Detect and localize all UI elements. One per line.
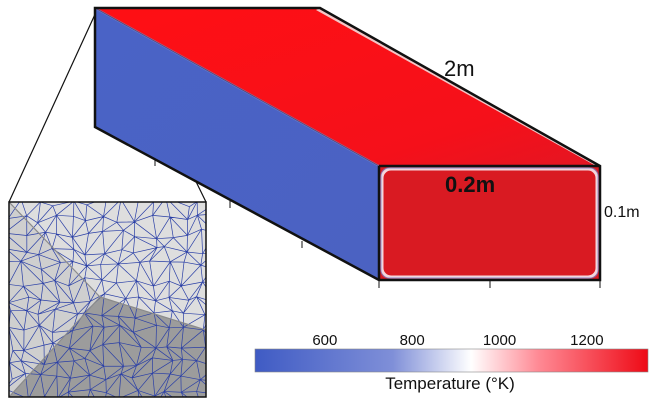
colorbar-tick-label: 800 (399, 332, 425, 349)
mesh-edges (9, 202, 206, 397)
colorbar-tick-label: 600 (312, 332, 338, 349)
colorbar-tick-label: 1200 (570, 332, 604, 349)
colorbar-title: Temperature (°K) (385, 374, 515, 393)
end-face (379, 166, 600, 280)
heated-block (93, 6, 602, 288)
top-face (95, 8, 600, 166)
colorbar-tick-label: 1000 (482, 332, 517, 349)
side-face (95, 8, 379, 280)
length-label: 2m (444, 56, 475, 81)
colorbar (254, 348, 649, 373)
mesh-inset (8, 201, 207, 398)
colorbar-gradient (255, 349, 648, 372)
width-label: 0.2m (445, 172, 496, 197)
height-label: 0.1m (604, 204, 640, 221)
